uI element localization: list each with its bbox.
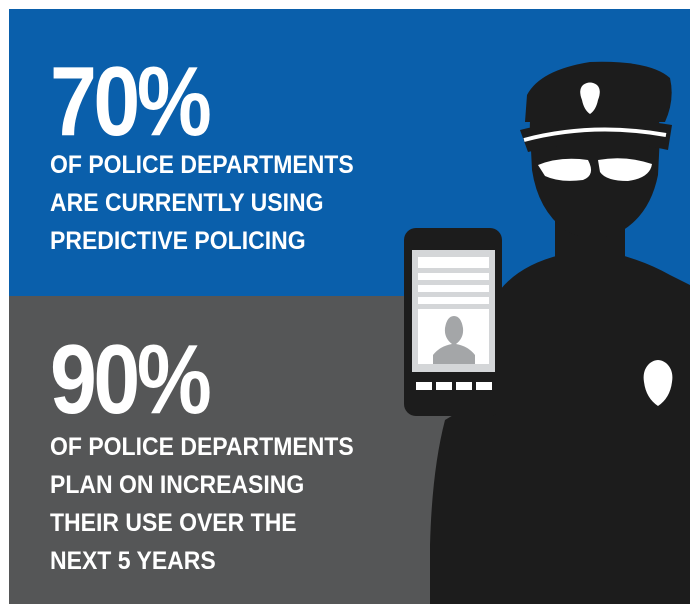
police-badge-icon xyxy=(643,360,673,406)
stat-2-line-4: NEXT 5 YEARS xyxy=(50,547,216,575)
stat-2-value: 90% xyxy=(50,324,212,434)
stat-1-line-1: OF POLICE DEPARTMENTS xyxy=(50,151,354,179)
stat-2-line-2: PLAN ON INCREASING xyxy=(50,471,305,499)
stat-1-line-2: ARE CURRENTLY USING xyxy=(50,189,324,217)
stat-2-line-1: OF POLICE DEPARTMENTS xyxy=(50,433,354,461)
stat-1-value: 70% xyxy=(50,46,212,156)
smartphone-icon xyxy=(404,228,502,416)
stat-1-line-3: PREDICTIVE POLICING xyxy=(50,227,306,255)
stat-2-line-3: THEIR USE OVER THE xyxy=(50,509,297,537)
